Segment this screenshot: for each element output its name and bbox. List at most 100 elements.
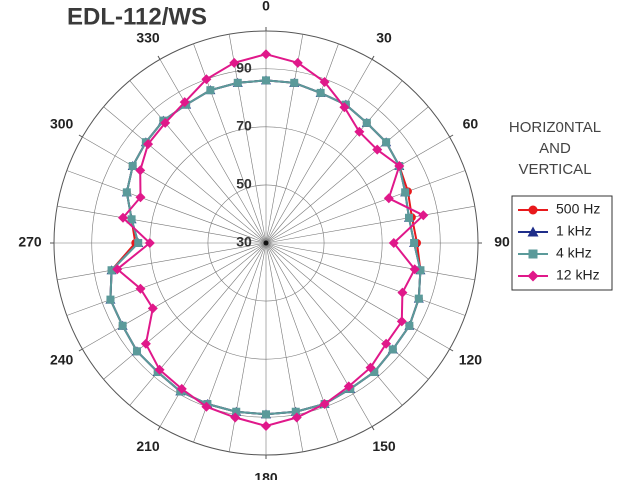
- spoke: [57, 242, 267, 281]
- marker: [118, 321, 127, 330]
- theta-tick-label: 300: [50, 116, 74, 132]
- marker: [261, 49, 271, 60]
- spoke: [129, 80, 267, 244]
- theta-tick-label: 0: [262, 0, 270, 14]
- marker: [160, 117, 171, 128]
- marker: [397, 287, 408, 298]
- theta-tick-label: 120: [459, 352, 483, 368]
- marker: [528, 205, 538, 215]
- legend-label: 1 kHz: [556, 223, 592, 239]
- marker: [127, 215, 136, 224]
- marker: [291, 407, 300, 416]
- marker: [107, 266, 116, 275]
- marker: [381, 338, 392, 349]
- theta-tick-label: 330: [136, 29, 160, 45]
- spoke: [82, 242, 267, 350]
- marker: [201, 74, 212, 85]
- marker: [262, 76, 270, 85]
- series: [112, 49, 429, 431]
- legend-label: 12 kHz: [556, 267, 600, 283]
- theta-tick-label: 30: [376, 29, 392, 45]
- spoke: [265, 34, 304, 244]
- legend-label: 500 Hz: [556, 201, 600, 217]
- marker: [396, 316, 407, 327]
- spoke: [193, 242, 267, 443]
- r-tick-label: 50: [236, 176, 252, 192]
- theta-tick: [157, 426, 161, 431]
- marker: [135, 165, 146, 176]
- theta-tick: [449, 348, 454, 352]
- marker: [409, 264, 420, 275]
- marker: [143, 139, 154, 150]
- marker: [527, 270, 539, 282]
- spoke: [66, 170, 267, 244]
- marker: [233, 78, 242, 87]
- spoke: [159, 242, 267, 427]
- spoke: [265, 80, 403, 244]
- marker: [382, 138, 391, 147]
- theta-tick: [371, 55, 375, 60]
- marker: [144, 238, 155, 248]
- marker: [401, 188, 410, 197]
- marker: [319, 399, 330, 410]
- legend-title-line: VERTICAL: [518, 161, 591, 178]
- marker: [154, 364, 165, 375]
- theta-tick: [78, 134, 83, 138]
- marker: [372, 144, 383, 155]
- marker: [118, 212, 129, 223]
- spoke: [265, 242, 403, 406]
- marker: [261, 420, 271, 431]
- theta-tick: [371, 426, 375, 431]
- marker: [418, 210, 429, 221]
- marker: [388, 238, 399, 248]
- theta-tick-label: 240: [50, 352, 74, 368]
- marker: [528, 249, 538, 259]
- marker: [201, 401, 212, 412]
- spoke: [265, 43, 339, 244]
- marker: [147, 303, 158, 314]
- center: [263, 240, 269, 246]
- spoke: [159, 59, 267, 244]
- spoke: [265, 242, 429, 380]
- theta-tick: [78, 348, 83, 352]
- theta-tick-label: 270: [18, 234, 42, 250]
- legend-title: HORIZ0NTAL AND VERTICAL: [509, 119, 601, 178]
- marker: [232, 407, 241, 416]
- marker: [176, 383, 187, 394]
- marker: [410, 239, 419, 247]
- marker: [106, 295, 115, 304]
- spoke: [265, 242, 475, 281]
- marker: [370, 368, 379, 377]
- spoke: [265, 242, 373, 427]
- marker: [292, 57, 303, 68]
- marker: [362, 118, 371, 127]
- marker: [291, 412, 302, 423]
- marker: [132, 347, 141, 356]
- marker: [206, 86, 215, 95]
- theta-tick: [157, 55, 161, 60]
- spoke: [265, 170, 466, 244]
- marker: [134, 239, 143, 247]
- marker: [365, 362, 376, 373]
- spoke: [82, 136, 267, 244]
- marker: [388, 345, 397, 354]
- grid-circle: [207, 184, 325, 302]
- marker: [135, 192, 146, 203]
- marker: [290, 78, 299, 87]
- marker: [354, 126, 365, 137]
- theta-tick-label: 90: [494, 234, 510, 250]
- spoke: [265, 136, 450, 244]
- marker: [404, 213, 413, 222]
- marker: [179, 97, 190, 108]
- marker: [319, 76, 330, 87]
- spoke: [265, 205, 475, 244]
- marker: [135, 283, 146, 294]
- r-tick-label: 30: [236, 234, 252, 250]
- marker: [414, 294, 423, 303]
- theta-tick-label: 60: [463, 116, 479, 132]
- r-tick-label: 90: [236, 59, 252, 75]
- marker: [416, 266, 425, 275]
- marker: [112, 264, 123, 275]
- marker: [262, 410, 270, 419]
